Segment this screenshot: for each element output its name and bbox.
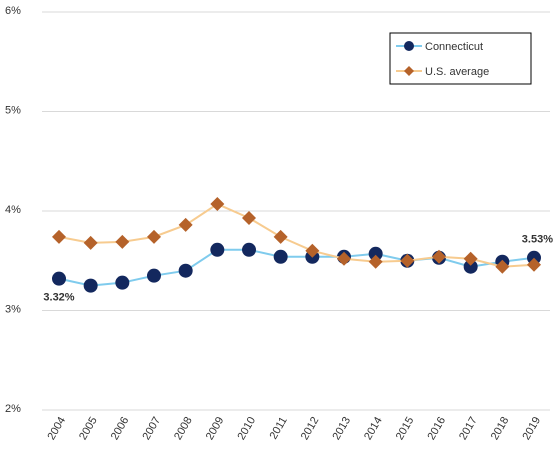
data-point	[52, 229, 66, 244]
x-tick-label: 2011	[268, 415, 290, 441]
x-tick-label: 2015	[394, 415, 417, 442]
data-point	[463, 259, 478, 274]
data-point	[527, 257, 541, 272]
x-tick-label: 2004	[45, 415, 68, 442]
data-point	[273, 249, 288, 264]
x-tick-label: 2017	[457, 415, 480, 442]
data-point	[368, 254, 383, 269]
series	[52, 197, 541, 274]
data-point	[242, 242, 256, 257]
data-point	[368, 246, 383, 261]
x-tick-label: 2009	[204, 415, 227, 442]
data-point	[178, 217, 193, 232]
series-line	[58, 248, 535, 287]
data-label: 3.32%	[43, 292, 74, 304]
x-tick-label: 2006	[109, 415, 132, 442]
x-tick-label: 2016	[425, 415, 448, 442]
y-tick-label: 5%	[5, 104, 21, 116]
data-point	[400, 253, 415, 268]
x-tick-label: 2010	[235, 415, 258, 442]
legend-marker	[404, 41, 414, 51]
data-point	[83, 235, 98, 250]
data-point	[495, 259, 510, 274]
data-point	[115, 275, 130, 290]
data-point	[432, 249, 446, 264]
x-tick-label: 2018	[489, 415, 512, 442]
data-point	[305, 243, 320, 258]
data-point	[147, 229, 161, 244]
data-point	[273, 229, 288, 244]
y-tick-label: 2%	[5, 403, 21, 415]
data-point	[83, 278, 98, 293]
legend: Connecticut U.S. average	[389, 32, 532, 85]
data-point	[52, 271, 66, 286]
data-point	[178, 263, 193, 278]
data-point	[463, 251, 478, 266]
x-tick-label: 2012	[299, 415, 322, 442]
legend-label: U.S. average	[425, 66, 489, 78]
data-point	[147, 268, 161, 283]
x-tick-label: 2008	[172, 415, 195, 442]
legend-label: Connecticut	[425, 41, 483, 53]
data-point	[242, 210, 256, 225]
x-tick-label: 2007	[140, 415, 163, 442]
x-tick-label: 2019	[520, 415, 543, 442]
y-tick-label: 3%	[5, 303, 21, 315]
data-point	[210, 197, 225, 212]
x-tick-label: 2005	[77, 415, 100, 442]
data-point	[337, 251, 351, 266]
data-point	[115, 234, 130, 249]
y-tick-label: 6%	[5, 5, 21, 17]
legend-box	[389, 32, 532, 85]
data-label: 3.53%	[522, 234, 553, 246]
series-line	[58, 202, 535, 268]
y-tick-label: 4%	[5, 204, 21, 216]
series	[52, 242, 541, 293]
data-point	[210, 242, 225, 257]
x-tick-label: 2013	[330, 415, 353, 442]
x-tick-label: 2014	[362, 415, 385, 442]
legend-marker	[404, 66, 414, 76]
